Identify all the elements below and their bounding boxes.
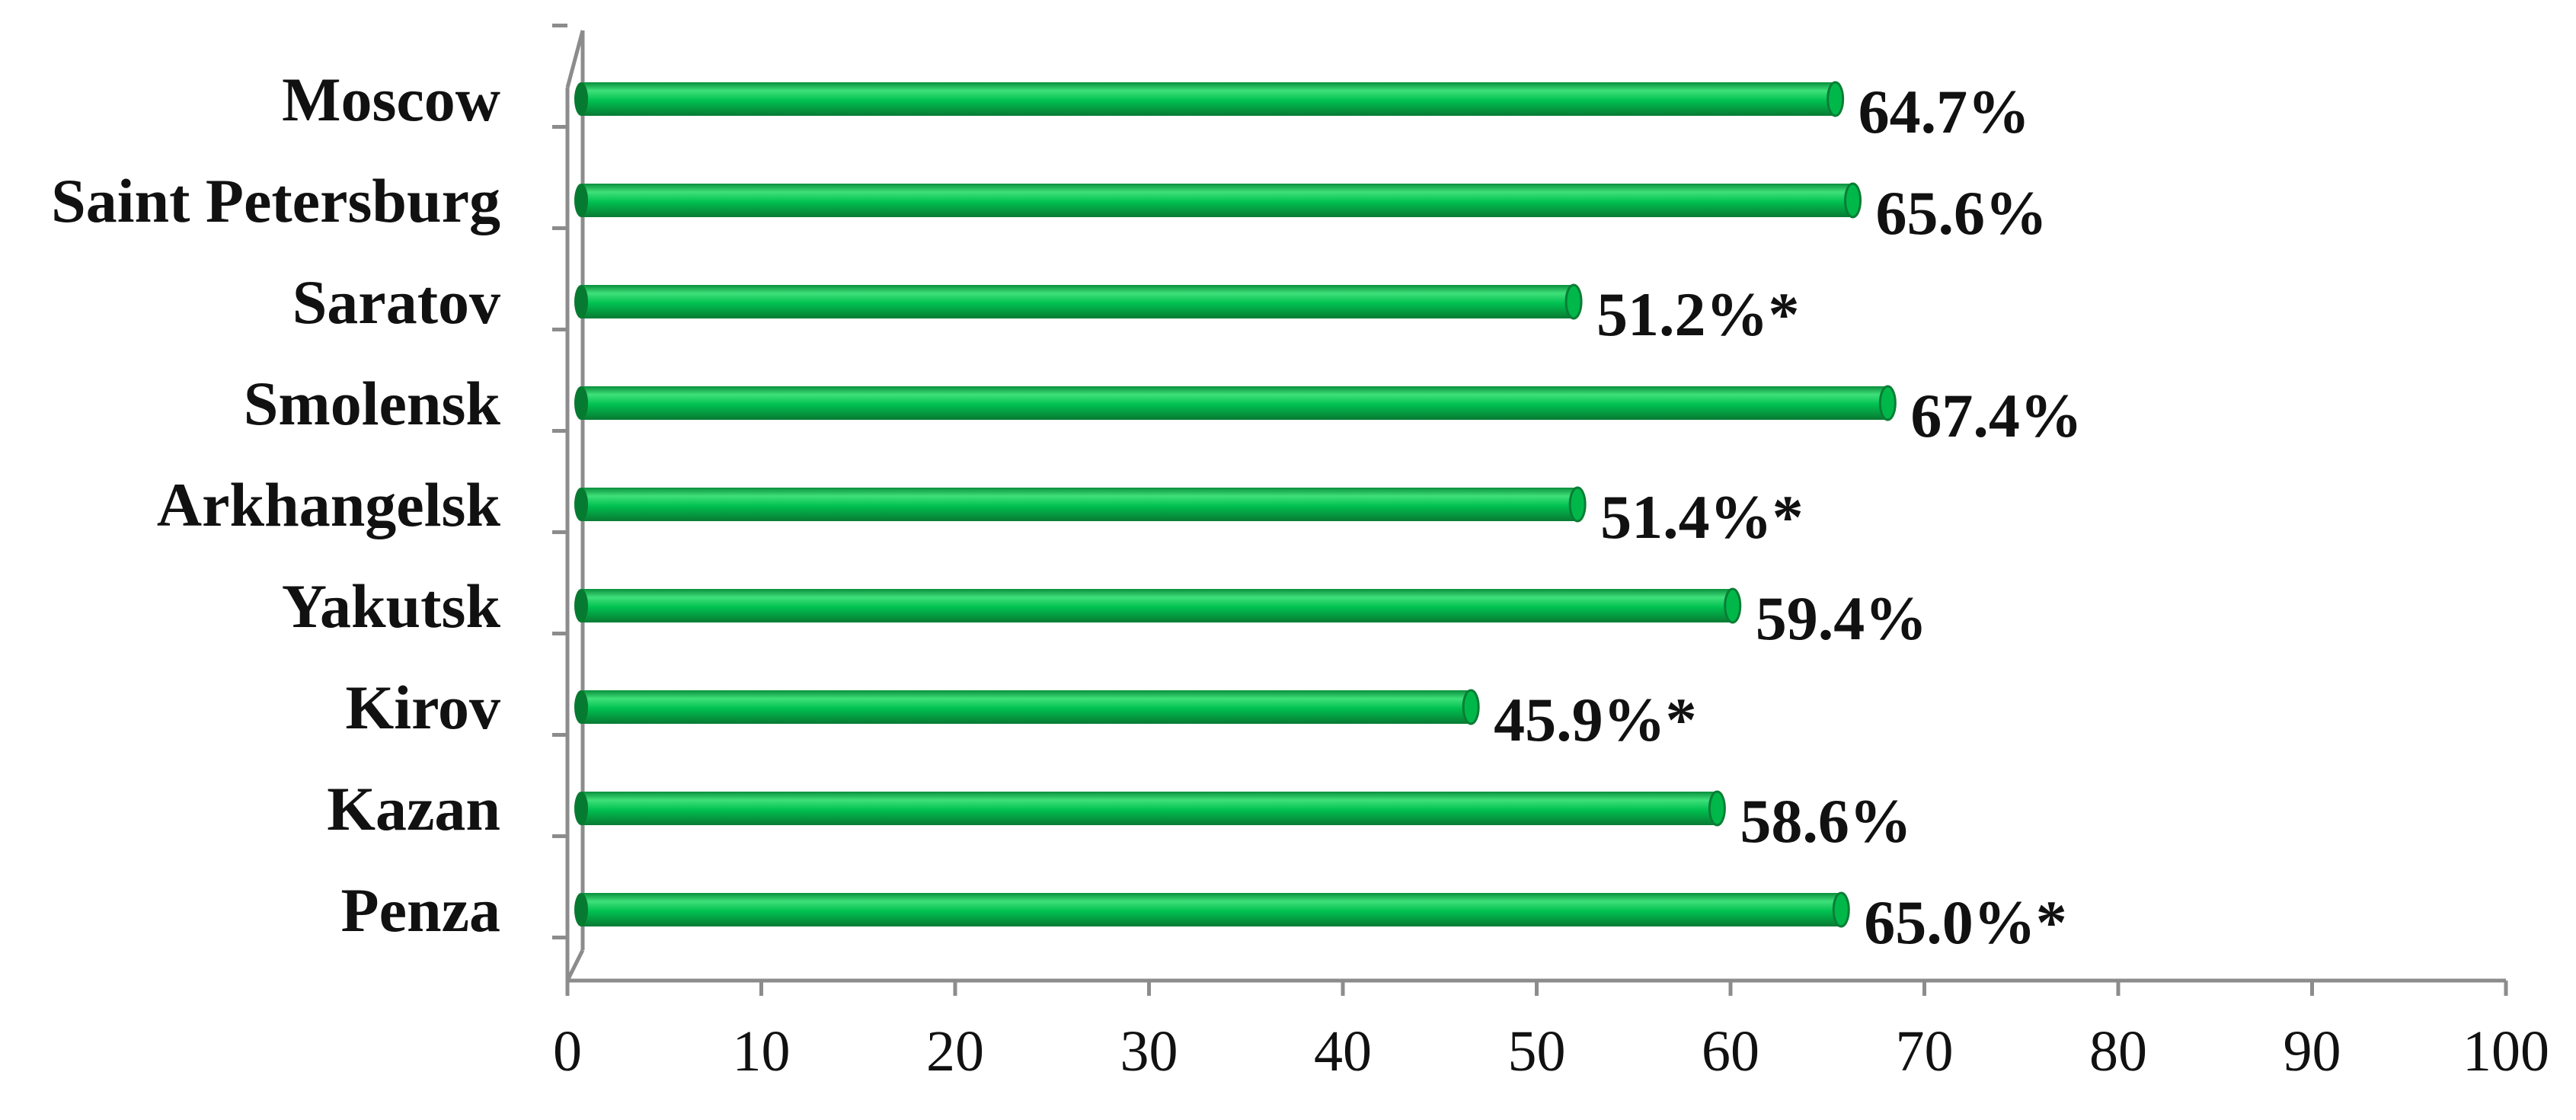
category-label: Smolensk — [244, 369, 501, 438]
data-label: 65.6% — [1876, 178, 2048, 248]
bar-end-cap — [1724, 587, 1742, 624]
chart-bars — [574, 81, 1897, 928]
bar-body — [581, 184, 1853, 217]
x-tick-label: 100 — [2463, 1019, 2549, 1083]
bar-end-cap — [1832, 891, 1850, 928]
bar — [574, 891, 1850, 928]
bar-start-cap — [574, 690, 588, 724]
x-tick-label: 20 — [926, 1019, 984, 1083]
bar — [574, 385, 1897, 421]
bar-start-cap — [574, 893, 588, 926]
data-label: 59.4% — [1756, 584, 1928, 653]
category-label: Moscow — [282, 65, 500, 134]
bar-start-cap — [574, 184, 588, 217]
bar-end-cap — [1564, 283, 1583, 320]
category-labels: Moscow Saint Petersburg Saratov Smolensk Ark… — [51, 65, 500, 945]
bar-end-cap — [1568, 486, 1587, 523]
bar-body — [581, 893, 1842, 926]
category-label: Saint Petersburg — [51, 166, 500, 235]
x-tick-label: 70 — [1896, 1019, 1954, 1083]
bar-body — [581, 690, 1472, 724]
x-tick-label: 40 — [1314, 1019, 1372, 1083]
bar-start-cap — [574, 386, 588, 420]
category-label: Saratov — [292, 267, 500, 337]
bar-body — [581, 488, 1578, 521]
bar — [574, 283, 1583, 320]
category-label: Yakutsk — [282, 571, 501, 641]
bar-end-cap — [1827, 81, 1845, 117]
data-label: 64.7% — [1858, 77, 2031, 146]
bar-start-cap — [574, 589, 588, 622]
x-tick-label: 80 — [2089, 1019, 2147, 1083]
x-tick-label: 30 — [1120, 1019, 1178, 1083]
bar — [574, 81, 1845, 117]
x-tick-label: 60 — [1702, 1019, 1759, 1083]
bar-body — [581, 589, 1733, 622]
bar-end-cap — [1878, 385, 1897, 421]
bar-body — [581, 792, 1718, 825]
bar-start-cap — [574, 792, 588, 825]
bar — [574, 486, 1587, 523]
data-label: 51.4%* — [1600, 482, 1804, 552]
data-label: 51.2%* — [1596, 280, 1800, 349]
x-tick-label: 90 — [2284, 1019, 2341, 1083]
bar-start-cap — [574, 488, 588, 521]
data-labels: 64.7% 65.6% 51.2%* 67.4% 51.4%* 59.4% 45.9%* 58… — [1494, 77, 2082, 957]
x-tick-label: 0 — [553, 1019, 582, 1083]
bar — [574, 689, 1480, 725]
x-tick-label: 10 — [733, 1019, 791, 1083]
data-label: 67.4% — [1910, 381, 2082, 450]
wall-top-edge — [565, 30, 585, 88]
bar-start-cap — [574, 82, 588, 116]
data-label: 58.6% — [1740, 786, 1912, 856]
category-label: Kirov — [346, 673, 500, 742]
bar-end-cap — [1844, 182, 1862, 219]
bar-end-cap — [1708, 790, 1726, 827]
bar-body — [581, 82, 1836, 116]
category-label: Arkhangelsk — [157, 470, 501, 539]
bar-body — [581, 386, 1888, 420]
category-label: Penza — [341, 875, 500, 945]
x-tick-label: 50 — [1508, 1019, 1566, 1083]
bar-body — [581, 285, 1574, 318]
bar — [574, 790, 1726, 827]
category-label: Kazan — [327, 774, 500, 843]
wall-bottom-edge — [565, 949, 585, 982]
bar — [574, 587, 1742, 624]
x-tick-labels: 0 10 20 30 40 50 60 70 80 90 100 — [553, 1019, 2549, 1083]
data-label: 65.0%* — [1864, 888, 2067, 957]
bar — [574, 182, 1862, 219]
bar-start-cap — [574, 285, 588, 318]
bar-end-cap — [1462, 689, 1480, 725]
data-label: 45.9%* — [1494, 685, 1697, 754]
